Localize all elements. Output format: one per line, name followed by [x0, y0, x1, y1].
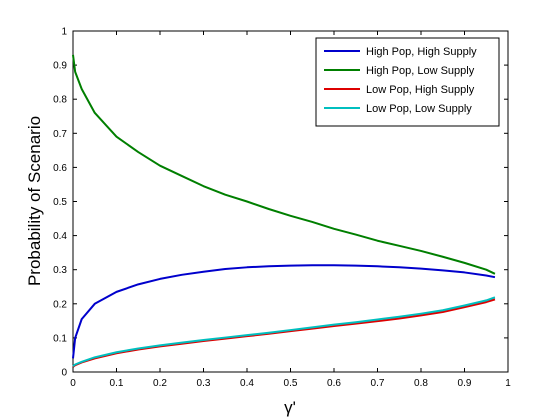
y-tick-label: 0.8 — [53, 95, 67, 106]
x-axis-label: γ' — [284, 398, 296, 417]
y-tick-label: 0.9 — [53, 61, 67, 72]
x-tick-label: 0.5 — [284, 378, 298, 389]
axis-ticks — [72, 30, 509, 373]
x-tick-labels: 0 0.1 0.2 0.3 0.4 0.5 0.6 0.7 0.8 0.9 1 — [70, 378, 511, 389]
y-tick-labels: 0 0.1 0.2 0.3 0.4 0.5 0.6 0.7 0.8 0.9 1 — [53, 27, 67, 379]
x-tick-label: 0.6 — [327, 378, 341, 389]
y-tick-label: 0.6 — [53, 163, 67, 174]
legend: High Pop, High Supply High Pop, Low Suppl… — [315, 37, 500, 127]
y-tick-label: 0.5 — [53, 197, 67, 208]
series-line-2 — [72, 54, 496, 275]
legend-box — [315, 37, 500, 127]
legend-label-1: High Pop, High Supply — [366, 46, 477, 58]
x-tick-label: 0.9 — [458, 378, 472, 389]
x-tick-label: 0.3 — [197, 378, 211, 389]
y-tick-label: 0.7 — [53, 129, 67, 140]
x-tick-label: 0.2 — [153, 378, 167, 389]
series-line-4 — [72, 296, 496, 367]
legend-label-4: Low Pop, Low Supply — [366, 103, 472, 115]
x-tick-label: 0.1 — [110, 378, 124, 389]
legend-label-3: Low Pop, High Supply — [366, 84, 475, 96]
y-axis-label: Probability of Scenario — [25, 116, 44, 286]
series-line-1 — [72, 264, 496, 359]
x-tick-label: 1 — [505, 378, 511, 389]
x-tick-label: 0.7 — [371, 378, 385, 389]
y-tick-label: 0.4 — [53, 231, 67, 242]
y-tick-label: 0.1 — [53, 333, 67, 344]
x-tick-label: 0.4 — [240, 378, 254, 389]
x-tick-label: 0.8 — [414, 378, 428, 389]
y-tick-label: 0 — [61, 368, 67, 379]
x-tick-label: 0 — [70, 378, 76, 389]
y-tick-label: 0.3 — [53, 265, 67, 276]
legend-label-2: High Pop, Low Supply — [366, 65, 475, 77]
series-lines — [72, 54, 496, 368]
y-tick-label: 1 — [61, 27, 67, 38]
y-tick-label: 0.2 — [53, 299, 67, 310]
